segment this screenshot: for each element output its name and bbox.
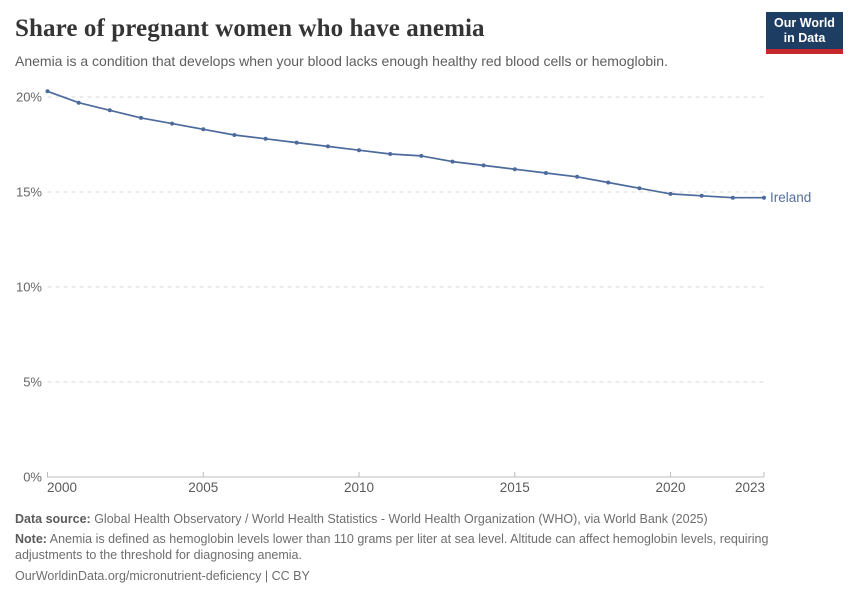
data-point-2003[interactable] <box>139 115 143 120</box>
note-label: Note: <box>15 531 47 546</box>
data-point-2000[interactable] <box>45 89 50 94</box>
data-point-2017[interactable] <box>575 174 580 179</box>
data-point-2006[interactable] <box>232 133 237 137</box>
data-point-2007[interactable] <box>263 136 268 141</box>
x-tick-label-2010: 2010 <box>344 480 374 495</box>
data-point-2020[interactable] <box>668 191 673 196</box>
entity-label-ireland[interactable]: Ireland <box>770 190 811 205</box>
data-point-2013[interactable] <box>450 159 455 164</box>
data-point-2018[interactable] <box>606 180 611 185</box>
owid-logo-line1: Our World <box>774 15 835 30</box>
page-subtitle: Anemia is a condition that develops when… <box>15 53 668 69</box>
x-tick-label-2023: 2023 <box>735 480 765 495</box>
owid-logo[interactable]: Our World in Data <box>766 12 843 54</box>
data-point-2019[interactable] <box>637 186 642 191</box>
data-point-2004[interactable] <box>170 121 175 126</box>
x-tick-label-2020: 2020 <box>656 480 686 495</box>
data-source-line: Data source: Global Health Observatory /… <box>15 512 830 528</box>
chart-figure: 0% 5% 10% 15% 20% 2000 2005 2010 2015 2020 2023 Ire… <box>0 75 850 505</box>
series-line-ireland[interactable] <box>46 90 765 199</box>
page-title: Share of pregnant women who have anemia <box>15 15 485 42</box>
y-tick-label-15: 15% <box>16 185 42 200</box>
owid-logo-line2: in Data <box>783 30 826 45</box>
y-tick-label-20: 20% <box>16 90 42 105</box>
y-tick-label-0: 0% <box>23 470 42 485</box>
data-point-2008[interactable] <box>294 140 299 145</box>
line-chart[interactable]: 0% 5% 10% 15% 20% 2000 2005 2010 2015 2020 2023 Ire… <box>0 75 850 505</box>
x-tick-label-2000: 2000 <box>47 480 77 495</box>
citation-link[interactable]: OurWorldinData.org/micronutrient-deficie… <box>15 569 262 584</box>
data-source-label: Data source: <box>15 512 91 526</box>
note-line: Note: Anemia is defined as hemoglobin le… <box>15 532 830 564</box>
data-point-2011[interactable] <box>388 152 393 156</box>
data-point-2014[interactable] <box>481 163 486 168</box>
chart-footer: Data source: Global Health Observatory /… <box>15 512 830 589</box>
data-point-2021[interactable] <box>699 193 704 198</box>
data-point-2015[interactable] <box>512 167 517 172</box>
x-tick-label-2015: 2015 <box>500 480 530 495</box>
data-point-2012[interactable] <box>419 153 424 158</box>
data-point-2001[interactable] <box>76 100 81 105</box>
data-point-2016[interactable] <box>543 171 548 175</box>
y-tick-label-5: 5% <box>23 375 42 390</box>
data-point-2010[interactable] <box>357 148 361 153</box>
data-point-2022[interactable] <box>730 195 735 200</box>
note-text: Anemia is defined as hemoglobin levels l… <box>15 531 769 562</box>
data-point-2005[interactable] <box>201 127 206 132</box>
y-tick-label-10: 10% <box>16 280 42 295</box>
citation-line: OurWorldinData.org/micronutrient-deficie… <box>15 569 830 585</box>
x-tick-label-2005: 2005 <box>188 480 218 495</box>
data-point-2009[interactable] <box>325 144 330 149</box>
license-text: | CC BY <box>261 569 310 584</box>
data-source-text: Global Health Observatory / World Health… <box>90 512 708 526</box>
data-point-2002[interactable] <box>107 108 112 113</box>
data-point-2023[interactable] <box>762 195 766 200</box>
